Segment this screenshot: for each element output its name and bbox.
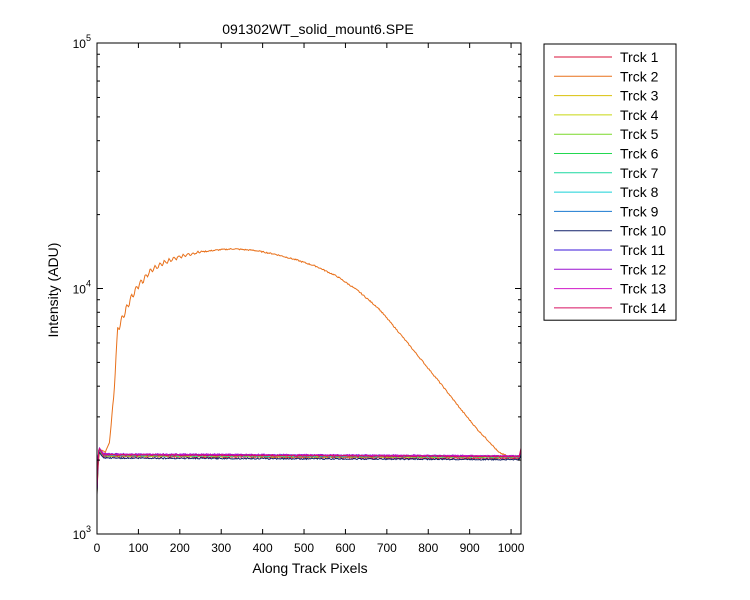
legend-label-11: Trck 11 [620,242,665,258]
x-tick-label: 100 [128,541,148,555]
series-line-2 [97,248,521,492]
x-axis-label: Along Track Pixels [252,560,367,576]
legend-label-14: Trck 14 [620,300,666,316]
x-tick-label: 500 [294,541,314,555]
y-tick-label: 105 [73,33,91,51]
legend-label-7: Trck 7 [620,165,659,181]
legend-label-6: Trck 6 [620,146,659,162]
legend-label-4: Trck 4 [620,107,659,123]
series-line-10 [97,451,521,496]
y-tick-label: 103 [73,524,91,542]
plot-frame [96,42,522,535]
legend-label-2: Trck 2 [620,68,659,84]
y-tick-label: 104 [73,279,91,297]
x-tick-label: 900 [460,541,480,555]
legend-label-13: Trck 13 [620,281,666,297]
axes-layer: 0 100 200 300 400 500 600 700 800 900 1000 103 104 10… [73,33,525,555]
x-tick-label: 600 [335,541,355,555]
legend-label-10: Trck 10 [620,223,666,239]
legend-label-8: Trck 8 [620,184,659,200]
legend-label-12: Trck 12 [620,261,666,277]
chart-title: 091302WT_solid_mount6.SPE [222,21,413,37]
series-layer [97,248,521,496]
x-tick-label: 400 [253,541,273,555]
x-tick-label: 800 [418,541,438,555]
series-line-14 [97,447,521,491]
legend-label-3: Trck 3 [620,88,659,104]
legend: Trck 1 Trck 2 Trck 3 Trck 4 Trck 5 Trck 6 Trck… [543,43,677,321]
y-axis-label: Intensity (ADU) [45,243,61,338]
x-tick-label: 0 [94,541,101,555]
legend-label-1: Trck 1 [620,49,659,65]
legend-label-5: Trck 5 [620,126,659,142]
legend-label-9: Trck 9 [620,203,659,219]
x-tick-label: 300 [211,541,231,555]
x-tick-label: 200 [170,541,190,555]
x-tick-label: 1000 [498,541,525,555]
legend-box [543,43,677,321]
x-tick-label: 700 [377,541,397,555]
